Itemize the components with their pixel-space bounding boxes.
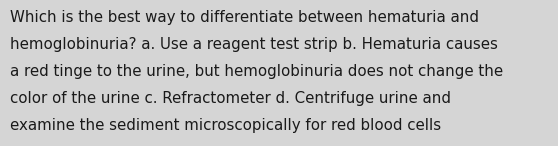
Text: hemoglobinuria? a. Use a reagent test strip b. Hematuria causes: hemoglobinuria? a. Use a reagent test st… bbox=[10, 37, 498, 52]
Text: Which is the best way to differentiate between hematuria and: Which is the best way to differentiate b… bbox=[10, 10, 479, 25]
Text: color of the urine c. Refractometer d. Centrifuge urine and: color of the urine c. Refractometer d. C… bbox=[10, 91, 451, 106]
Text: a red tinge to the urine, but hemoglobinuria does not change the: a red tinge to the urine, but hemoglobin… bbox=[10, 64, 503, 79]
Text: examine the sediment microscopically for red blood cells: examine the sediment microscopically for… bbox=[10, 118, 441, 133]
